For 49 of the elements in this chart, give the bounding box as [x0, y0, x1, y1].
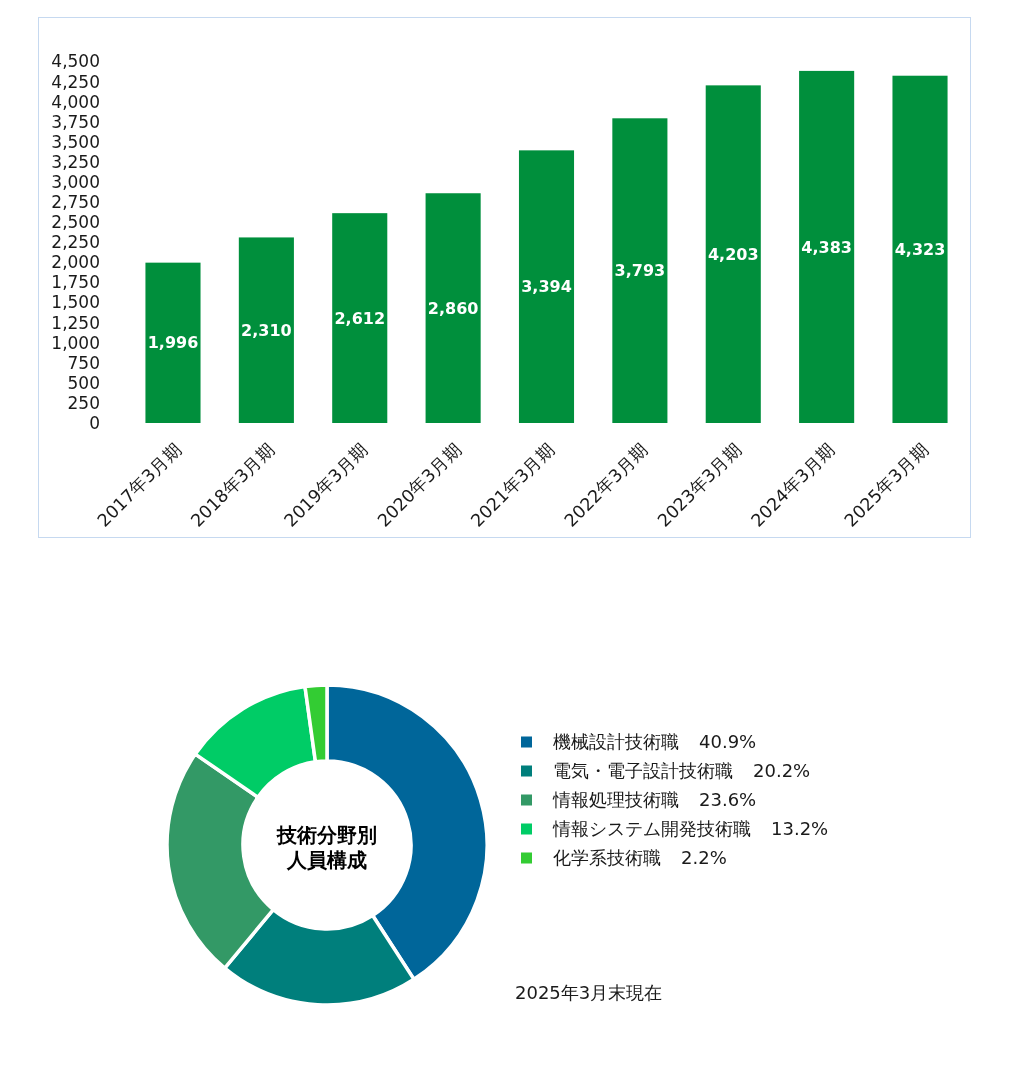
legend-label: 化学系技術職 [553, 847, 661, 869]
y-tick-label: 1,000 [51, 332, 100, 353]
y-tick-label: 2,500 [51, 212, 100, 233]
legend-label: 情報処理技術職 [552, 789, 679, 811]
y-tick-label: 2,250 [51, 232, 100, 253]
bar [518, 150, 575, 423]
bar [425, 193, 481, 423]
y-tick-label: 4,000 [51, 91, 100, 112]
legend-label: 機械設計技術職 [553, 731, 679, 753]
data-label: 20.2% [753, 760, 811, 782]
y-tick-label: 4,500 [51, 51, 100, 72]
y-tick-label: 3,250 [51, 151, 100, 172]
data-label: 2.2% [681, 847, 727, 869]
bar [612, 118, 668, 423]
bar [799, 70, 855, 423]
y-tick-label: 3,500 [51, 131, 100, 152]
bar [705, 85, 761, 423]
data-label: 4,203 [707, 244, 759, 264]
y-tick-label: 4,250 [51, 71, 100, 92]
y-tick-label: 0 [89, 412, 100, 433]
bar [332, 213, 388, 423]
data-label: 2,310 [241, 320, 292, 340]
y-tick-label: 250 [67, 392, 100, 413]
data-label: 13.2% [771, 818, 829, 840]
legend-label: 電気・電子設計技術職 [553, 760, 733, 782]
text: 技術分野別人員構成 [276, 822, 377, 872]
y-tick-label: 1,250 [51, 312, 100, 333]
bar [145, 262, 201, 423]
data-label: 40.9% [699, 731, 757, 753]
text: 2025年3月末現在 [515, 982, 663, 1004]
y-tick-label: 1,500 [51, 292, 100, 313]
y-tick-label: 1,750 [51, 272, 100, 293]
data-label: 1,996 [147, 333, 199, 353]
data-label: 2,612 [334, 308, 386, 328]
data-label: 4,323 [894, 239, 946, 259]
data-label: 23.6% [699, 789, 757, 811]
data-label: 2,860 [427, 298, 479, 318]
bar [238, 237, 294, 423]
data-label: 3,793 [614, 261, 666, 281]
y-tick-label: 3,750 [51, 111, 100, 132]
legend-label: 情報システム開発技術職 [552, 818, 751, 840]
y-tick-label: 2,000 [51, 252, 100, 273]
y-tick-label: 2,750 [51, 192, 100, 213]
y-tick-label: 500 [67, 372, 100, 393]
bar [892, 75, 948, 423]
data-label: 3,394 [521, 277, 572, 297]
y-tick-label: 3,000 [51, 171, 100, 192]
data-label: 4,383 [801, 237, 852, 257]
y-tick-label: 750 [67, 352, 100, 373]
